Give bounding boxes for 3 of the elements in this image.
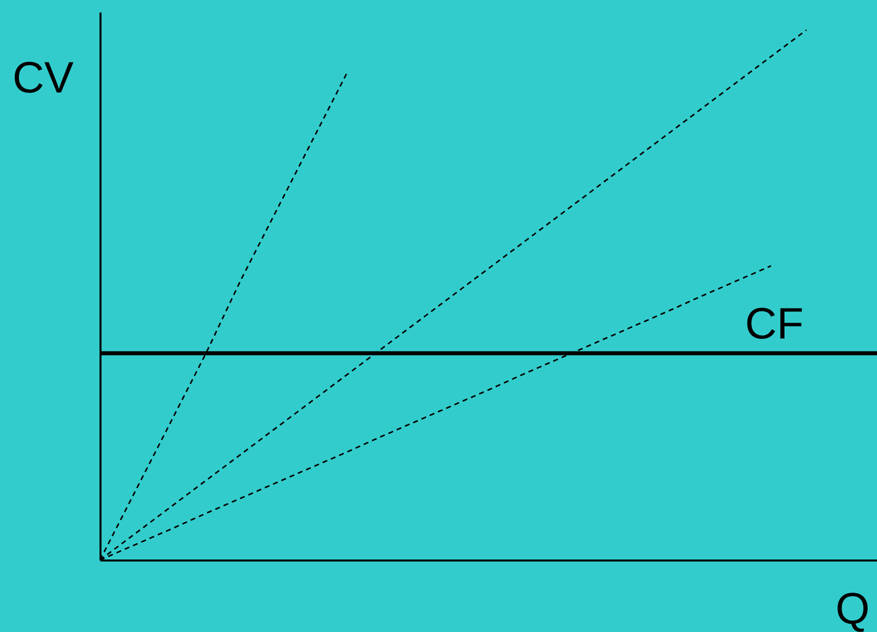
series-label: CF xyxy=(745,299,804,348)
y-axis-title: CV xyxy=(12,54,74,102)
x-axis-title: Q xyxy=(836,584,870,632)
